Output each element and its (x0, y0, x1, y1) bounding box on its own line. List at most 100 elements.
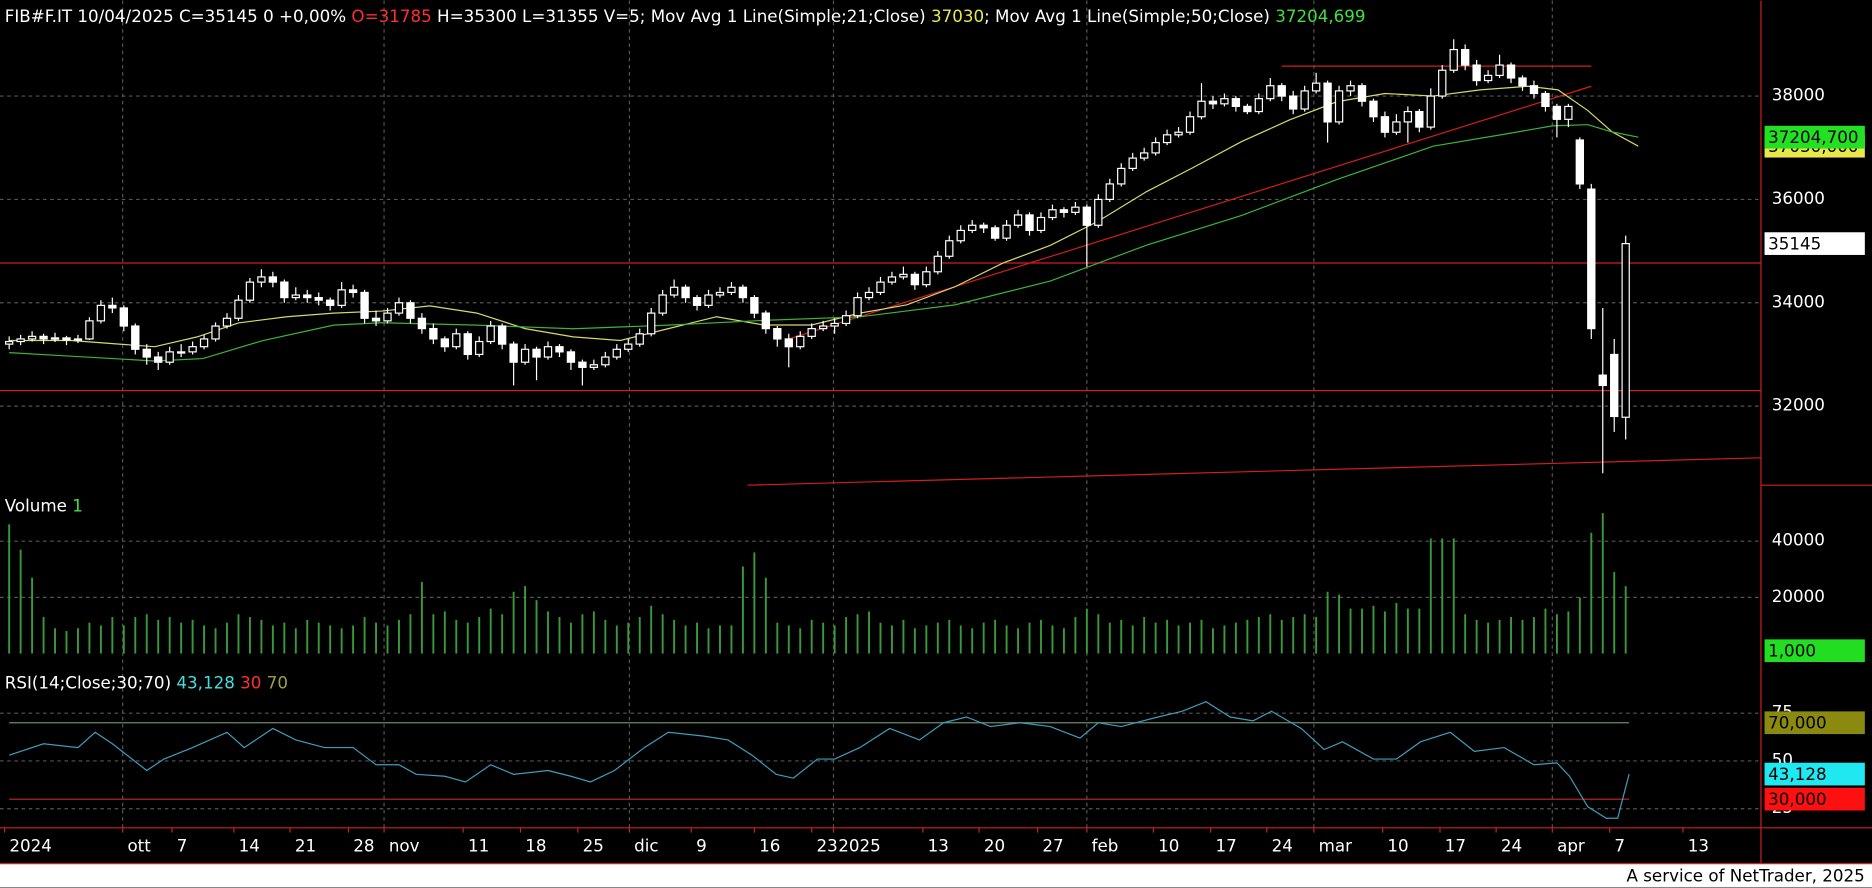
value-tag-label: 35145 (1768, 233, 1821, 253)
x-tick-label: feb (1092, 835, 1119, 855)
volume-bar (168, 617, 171, 654)
volume-bar (902, 619, 905, 654)
candle-body (440, 338, 450, 348)
volume-bar (1464, 614, 1467, 654)
candle-body (635, 333, 644, 345)
volume-bar (547, 611, 549, 654)
volume-bar (1017, 628, 1020, 654)
volume-bar (673, 619, 676, 654)
volume-bar (1406, 608, 1409, 654)
volume-bar (8, 524, 11, 654)
volume-bar (1154, 622, 1157, 654)
volume-bar (1269, 614, 1272, 654)
candle-body (1025, 214, 1034, 232)
x-tick-label: 18 (525, 835, 546, 855)
candle-body (1415, 110, 1424, 128)
y-tick-label: 20000 (1772, 586, 1825, 606)
volume-bar (1177, 625, 1180, 654)
candle-body (647, 312, 656, 335)
volume-bar (1613, 572, 1616, 654)
candle-body (922, 271, 931, 286)
volume-bar (1361, 608, 1363, 654)
volume-bar (982, 622, 985, 654)
x-tick-label: 24 (1501, 835, 1522, 855)
volume-bar (420, 581, 423, 654)
candle-body (1059, 209, 1069, 213)
candle-body (326, 299, 335, 306)
volume-bar (1372, 605, 1375, 654)
x-tick-label: 17 (1215, 835, 1236, 855)
volume-bar (1338, 594, 1341, 654)
volume-bar (226, 622, 228, 654)
volume-bar (1590, 532, 1593, 654)
candle-body (1506, 64, 1516, 79)
candle-body (1529, 85, 1539, 95)
candle-body (199, 338, 209, 348)
candle-body (1518, 77, 1527, 87)
volume-bar (1234, 622, 1237, 654)
volume-bar (1062, 628, 1065, 654)
volume-bar (489, 608, 492, 654)
value-tag (1764, 639, 1865, 663)
candle-body (1483, 74, 1493, 82)
title-segment: 37030 (931, 6, 984, 26)
candle-body (1472, 64, 1481, 82)
volume-bar (948, 619, 951, 654)
candle-body (211, 325, 220, 340)
candle-body (624, 343, 633, 350)
panel-title: RSI(14;Close;30;70) 43,128 30 70 (5, 672, 288, 692)
candle-body (990, 227, 1000, 239)
volume-bar (1418, 608, 1421, 654)
panel-title: FIB#F.IT 10/04/2025 C=35145 0 +0,00% O=3… (5, 6, 1366, 26)
x-tick-label: 23 (816, 835, 837, 855)
candle-body (154, 356, 163, 363)
candle-body (1449, 48, 1458, 71)
candle-body (578, 361, 587, 368)
candle-body (910, 273, 920, 286)
candle-body (1300, 90, 1309, 110)
title-segment: 30 (240, 672, 267, 692)
candle-body (612, 348, 621, 358)
candle-body (1369, 100, 1378, 118)
volume-bar (1246, 619, 1249, 654)
candle-body (773, 328, 782, 340)
candle-body (738, 286, 748, 299)
candle-body (85, 320, 94, 340)
candle-body (234, 299, 243, 319)
volume-bar (19, 549, 22, 654)
candle-body (475, 340, 484, 356)
candle-body (1036, 216, 1046, 232)
candle-body (830, 322, 839, 327)
candle-body (1128, 157, 1137, 170)
volume-bar (799, 628, 802, 654)
candle-body (1197, 100, 1206, 118)
volume-bar (535, 600, 538, 654)
volume-bar (1040, 619, 1042, 654)
candle-body (142, 348, 151, 358)
volume-bar (1567, 611, 1570, 654)
candle-body (945, 240, 954, 257)
candle-body (383, 312, 392, 322)
candle-body (73, 338, 83, 341)
volume-bar (753, 552, 756, 654)
candle-body (727, 286, 736, 294)
footer: A service of NetTrader, 2025 (1626, 865, 1864, 885)
candle-body (1311, 82, 1321, 92)
level-line (788, 85, 1592, 340)
volume-bar (340, 628, 343, 654)
volume-bar (1005, 625, 1008, 654)
y-tick-label: 32000 (1772, 395, 1825, 415)
candle-body (1117, 167, 1126, 185)
volume-bar (776, 622, 779, 654)
volume-bar (822, 622, 825, 654)
candle-body (50, 337, 60, 340)
candle-body (1277, 85, 1286, 97)
volume-bar (478, 617, 481, 654)
candle-body (406, 302, 415, 319)
candle-body (864, 291, 874, 299)
candle-body (566, 351, 576, 363)
volume-bar (707, 628, 710, 654)
volume-bar (845, 617, 848, 654)
volume-bar (409, 614, 412, 654)
